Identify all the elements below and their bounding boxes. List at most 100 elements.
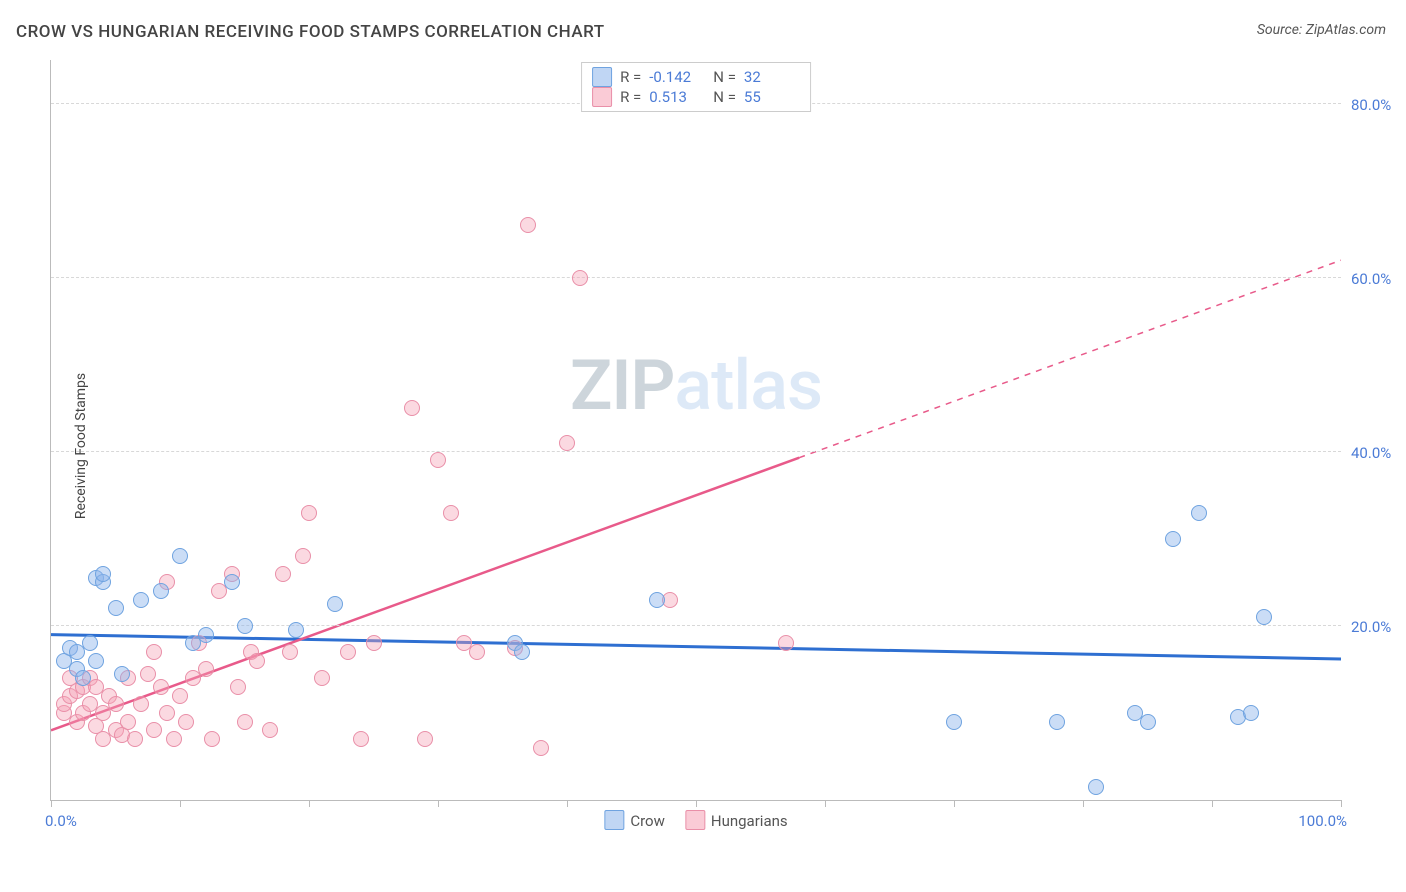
data-point-hungarians xyxy=(204,731,220,747)
data-point-hungarians xyxy=(146,722,162,738)
data-point-hungarians xyxy=(198,661,214,677)
data-point-hungarians xyxy=(159,705,175,721)
data-point-crow xyxy=(82,635,98,651)
data-point-hungarians xyxy=(275,566,291,582)
legend-series: Crow Hungarians xyxy=(604,810,787,830)
x-tick xyxy=(180,800,181,807)
data-point-crow xyxy=(288,622,304,638)
data-point-hungarians xyxy=(249,653,265,669)
data-point-crow xyxy=(75,670,91,686)
data-point-hungarians xyxy=(120,714,136,730)
y-tick-label: 60.0% xyxy=(1343,270,1391,288)
x-tick xyxy=(1083,800,1084,807)
data-point-crow xyxy=(172,548,188,564)
x-tick xyxy=(51,800,52,807)
data-point-crow xyxy=(1088,779,1104,795)
data-point-hungarians xyxy=(520,217,536,233)
data-point-hungarians xyxy=(353,731,369,747)
data-point-hungarians xyxy=(178,714,194,730)
legend-n-label: N = xyxy=(713,68,736,86)
data-point-hungarians xyxy=(404,400,420,416)
legend-stats-hungarians: R = 0.513 N = 55 xyxy=(592,87,800,107)
data-point-crow xyxy=(1191,505,1207,521)
x-tick xyxy=(825,800,826,807)
data-point-crow xyxy=(946,714,962,730)
watermark-atlas: atlas xyxy=(674,345,822,427)
data-point-crow xyxy=(649,592,665,608)
chart-container: CROW VS HUNGARIAN RECEIVING FOOD STAMPS … xyxy=(0,0,1406,892)
y-tick-label: 20.0% xyxy=(1343,618,1391,636)
data-point-crow xyxy=(327,596,343,612)
legend-r-label: R = xyxy=(620,68,641,86)
data-point-crow xyxy=(1165,531,1181,547)
data-point-hungarians xyxy=(572,270,588,286)
data-point-hungarians xyxy=(282,644,298,660)
data-point-hungarians xyxy=(153,679,169,695)
legend-label-hungarians: Hungarians xyxy=(711,812,788,830)
watermark-zip: ZIP xyxy=(570,345,674,427)
data-point-hungarians xyxy=(172,688,188,704)
gridline xyxy=(51,451,1341,452)
data-point-hungarians xyxy=(295,548,311,564)
legend-label-crow: Crow xyxy=(630,812,665,830)
legend-n-label: N = xyxy=(713,88,736,106)
x-tick xyxy=(1212,800,1213,807)
data-point-crow xyxy=(1049,714,1065,730)
x-tick xyxy=(1341,800,1342,807)
x-tick xyxy=(567,800,568,807)
y-tick-label: 40.0% xyxy=(1343,444,1391,462)
legend-r-label: R = xyxy=(620,88,641,106)
x-tick xyxy=(438,800,439,807)
data-point-hungarians xyxy=(108,696,124,712)
data-point-hungarians xyxy=(417,731,433,747)
data-point-hungarians xyxy=(301,505,317,521)
data-point-hungarians xyxy=(314,670,330,686)
data-point-hungarians xyxy=(778,635,794,651)
chart-title: CROW VS HUNGARIAN RECEIVING FOOD STAMPS … xyxy=(16,22,605,42)
legend-swatch-crow xyxy=(604,810,624,830)
watermark: ZIPatlas xyxy=(570,345,822,427)
data-point-hungarians xyxy=(262,722,278,738)
legend-stats-crow: R = -0.142 N = 32 xyxy=(592,67,800,87)
legend-swatch-hungarians xyxy=(592,87,612,107)
y-tick-label: 80.0% xyxy=(1343,96,1391,114)
x-tick-label: 0.0% xyxy=(45,812,77,830)
data-point-hungarians xyxy=(127,731,143,747)
data-point-crow xyxy=(133,592,149,608)
source-label: Source: ZipAtlas.com xyxy=(1257,22,1386,38)
data-point-crow xyxy=(88,653,104,669)
plot-area: ZIPatlas R = -0.142 N = 32 R = 0.513 N =… xyxy=(50,60,1341,801)
legend-r-crow: -0.142 xyxy=(649,68,705,86)
legend-item-crow: Crow xyxy=(604,810,665,830)
legend-stats: R = -0.142 N = 32 R = 0.513 N = 55 xyxy=(581,62,811,112)
data-point-crow xyxy=(95,566,111,582)
legend-swatch-hungarians xyxy=(685,810,705,830)
x-tick xyxy=(696,800,697,807)
data-point-crow xyxy=(1140,714,1156,730)
data-point-hungarians xyxy=(133,696,149,712)
data-point-hungarians xyxy=(146,644,162,660)
data-point-hungarians xyxy=(469,644,485,660)
data-point-crow xyxy=(153,583,169,599)
data-point-crow xyxy=(237,618,253,634)
gridline xyxy=(51,277,1341,278)
data-point-hungarians xyxy=(237,714,253,730)
x-tick xyxy=(309,800,310,807)
data-point-hungarians xyxy=(340,644,356,660)
legend-n-crow: 32 xyxy=(744,68,800,86)
data-point-crow xyxy=(108,600,124,616)
x-tick-label: 100.0% xyxy=(1298,812,1347,830)
data-point-hungarians xyxy=(430,452,446,468)
legend-r-hungarians: 0.513 xyxy=(649,88,705,106)
data-point-crow xyxy=(1243,705,1259,721)
data-point-crow xyxy=(198,627,214,643)
data-point-crow xyxy=(514,644,530,660)
data-point-crow xyxy=(224,574,240,590)
data-point-crow xyxy=(114,666,130,682)
legend-item-hungarians: Hungarians xyxy=(685,810,788,830)
legend-n-hungarians: 55 xyxy=(744,88,800,106)
data-point-hungarians xyxy=(166,731,182,747)
x-tick xyxy=(954,800,955,807)
data-point-hungarians xyxy=(559,435,575,451)
data-point-crow xyxy=(1256,609,1272,625)
